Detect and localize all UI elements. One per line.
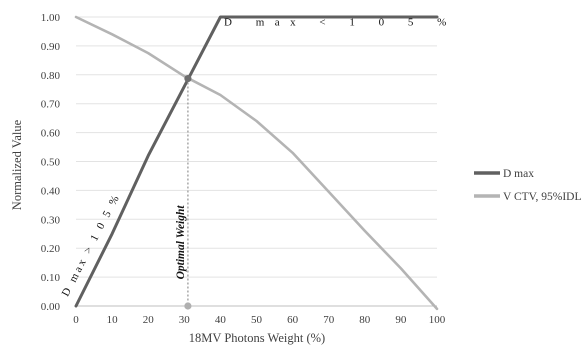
annotations: D max > 1 0 5 % D max < 1 0 5 %	[60, 17, 457, 299]
y-tick-label: 0.90	[41, 41, 61, 53]
x-tick-label: 40	[215, 314, 227, 326]
x-tick-label: 90	[395, 314, 407, 326]
y-tick-label: 0.20	[41, 243, 61, 255]
x-tick-label: 10	[107, 314, 119, 326]
x-tick-label: 60	[287, 314, 299, 326]
y-tick-label: 0.00	[41, 301, 61, 313]
x-tick-label: 80	[359, 314, 371, 326]
flat-annotation: D max < 1 0 5 %	[224, 17, 457, 29]
y-tick-label: 0.70	[41, 99, 61, 111]
y-tick-label: 0.10	[41, 272, 61, 284]
x-tick-label: 0	[73, 314, 79, 326]
x-tick-label: 100	[429, 314, 446, 326]
series-line-dmax	[74, 15, 439, 308]
rising-annotation: D max > 1 0 5 %	[60, 191, 123, 298]
x-tick-label: 50	[251, 314, 263, 326]
y-tick-label: 0.80	[41, 70, 61, 82]
y-tick-label: 0.50	[41, 157, 61, 169]
legend-label: V CTV, 95%IDL	[503, 191, 581, 203]
y-tick-label: 0.30	[41, 214, 61, 226]
legend: D max V CTV, 95%IDL	[474, 168, 581, 203]
series-layer	[74, 15, 439, 311]
x-tick-label: 30	[179, 314, 191, 326]
y-axis-title: Normalized Value	[10, 119, 24, 210]
intersection-point	[184, 74, 192, 83]
legend-label: D max	[503, 168, 534, 180]
series-line-vctv	[74, 15, 439, 311]
x-tick-label: 20	[143, 314, 155, 326]
optimal-weight-label: Optimal Weight	[175, 205, 187, 280]
optimal-weight-marker: Optimal Weight	[175, 74, 192, 310]
x-tick-label: 70	[323, 314, 335, 326]
gridlines	[76, 16, 437, 307]
x-axis-ticks: 0 10 20 30 40 50 60 70 80 90 100	[73, 314, 446, 326]
y-tick-label: 0.60	[41, 128, 61, 140]
optimal-weight-point	[184, 302, 192, 310]
y-tick-label: 1.00	[41, 12, 61, 24]
y-axis-ticks: 0.00 0.10 0.20 0.30 0.40 0.50 0.60 0.70 0.80 0.90…	[41, 12, 61, 313]
x-axis-title: 18MV Photons Weight (%)	[189, 331, 325, 345]
y-tick-label: 0.40	[41, 185, 61, 197]
